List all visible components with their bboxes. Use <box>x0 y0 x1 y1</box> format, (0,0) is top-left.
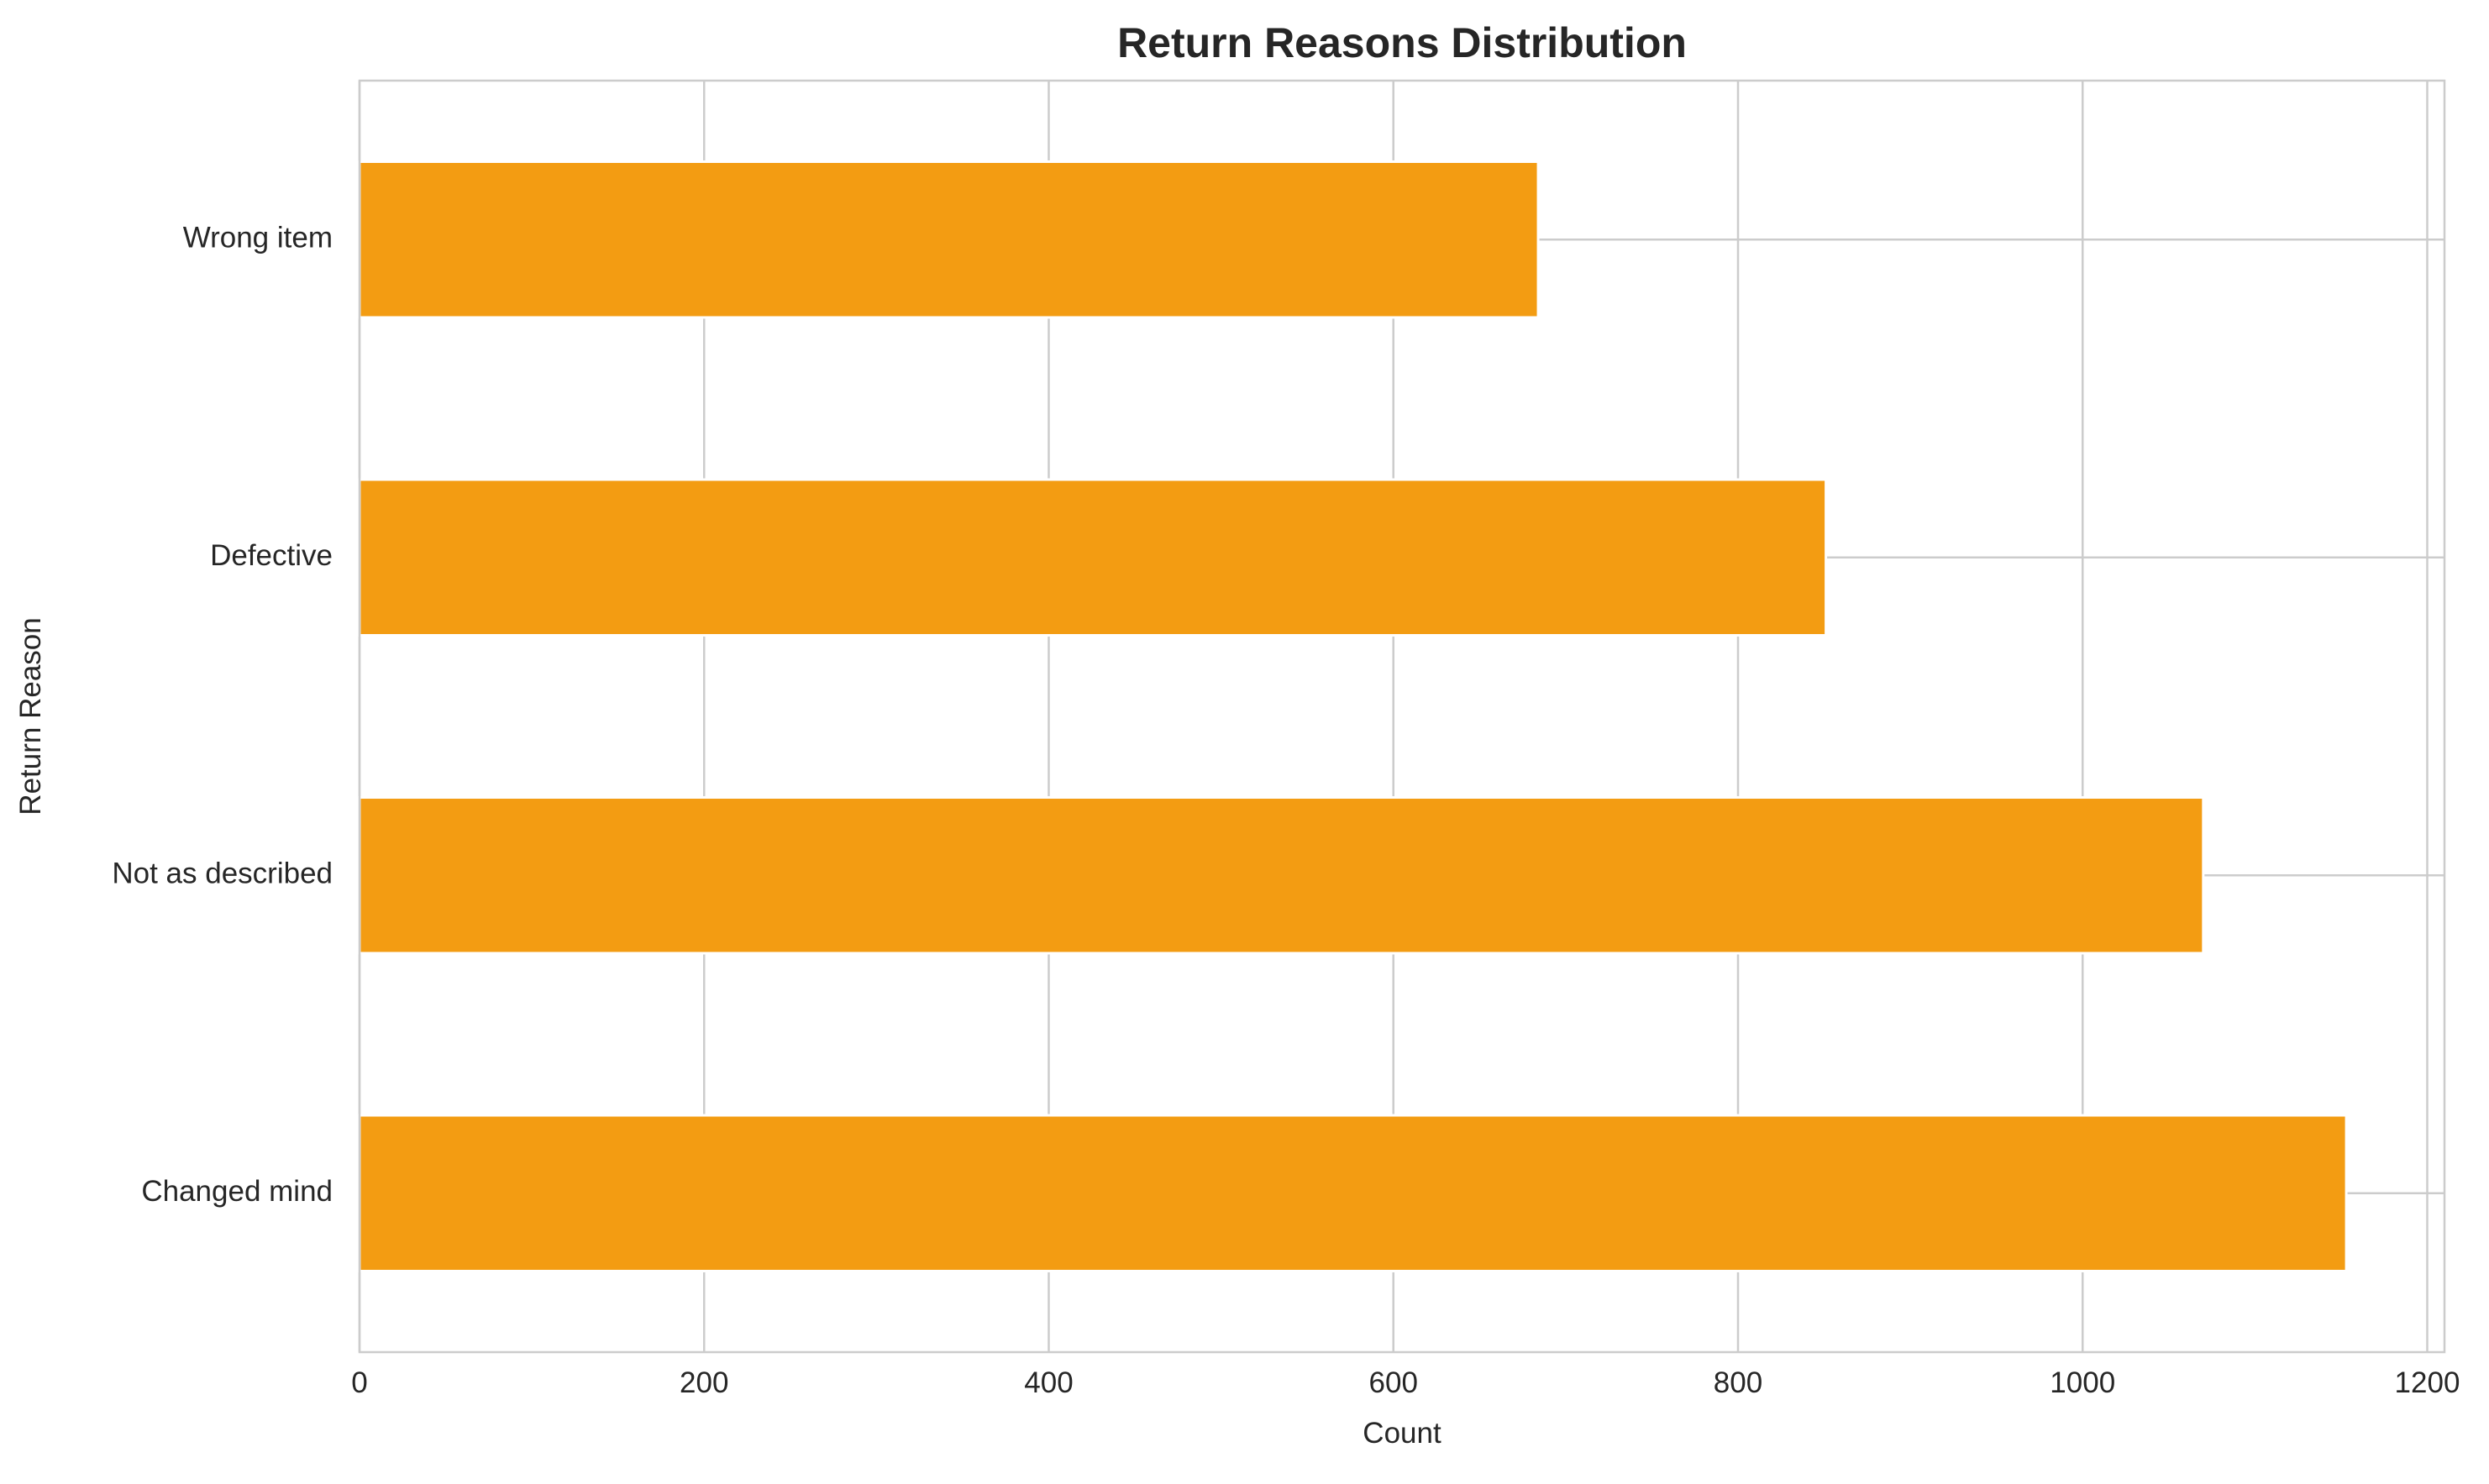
y-axis-label: Return Reason <box>14 617 47 815</box>
x-tick-label: 400 <box>1024 1366 1073 1399</box>
y-tick-labels: Changed mind Not as described Defective Wro… <box>112 222 333 1209</box>
bar <box>358 160 1540 319</box>
x-tick-label: 1000 <box>2050 1366 2115 1399</box>
x-tick-label: 600 <box>1369 1366 1418 1399</box>
x-axis-label: Count <box>1363 1417 1441 1450</box>
x-tick-labels: 0 200 400 600 800 1000 1200 <box>351 1366 2460 1399</box>
x-tick-label: 1200 <box>2395 1366 2460 1399</box>
chart-title: Return Reasons Distribution <box>1117 19 1687 66</box>
bar <box>358 1114 2348 1272</box>
bar <box>358 796 2205 955</box>
plot-frame <box>358 79 2446 1354</box>
x-tick-label: 800 <box>1714 1366 1762 1399</box>
y-tick-label: Defective <box>210 539 333 572</box>
y-tick-label: Changed mind <box>141 1175 333 1208</box>
bars <box>358 160 2348 1272</box>
x-tick-label: 0 <box>351 1366 367 1399</box>
x-tick-label: 200 <box>680 1366 728 1399</box>
bar <box>358 478 1828 637</box>
y-tick-label: Wrong item <box>183 222 333 254</box>
y-tick-label: Not as described <box>112 857 333 890</box>
